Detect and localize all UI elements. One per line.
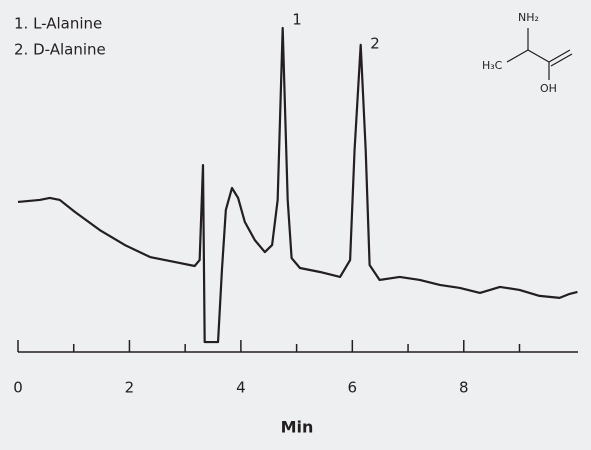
atom-label: NH₂	[518, 11, 539, 24]
signal-line	[17, 26, 578, 344]
x-tick-label: 2	[125, 379, 135, 397]
x-tick-label: 8	[459, 379, 469, 397]
x-tick-label: 6	[348, 379, 358, 397]
peak-label: 2	[370, 35, 380, 53]
legend-entry: 1. L-Alanine	[14, 15, 102, 33]
bond	[550, 53, 573, 67]
legend-entry: 2. D-Alanine	[14, 41, 106, 59]
atom-label: H₃C	[482, 59, 503, 72]
x-tick-label: 0	[13, 379, 23, 397]
bond	[527, 49, 550, 63]
peak-label: 1	[292, 11, 302, 29]
bond	[506, 49, 529, 63]
x-tick-label: 4	[236, 379, 246, 397]
x-axis-label: Min	[281, 418, 314, 437]
molecule	[506, 28, 573, 80]
atom-label: OH	[540, 82, 557, 95]
bond	[548, 49, 571, 63]
